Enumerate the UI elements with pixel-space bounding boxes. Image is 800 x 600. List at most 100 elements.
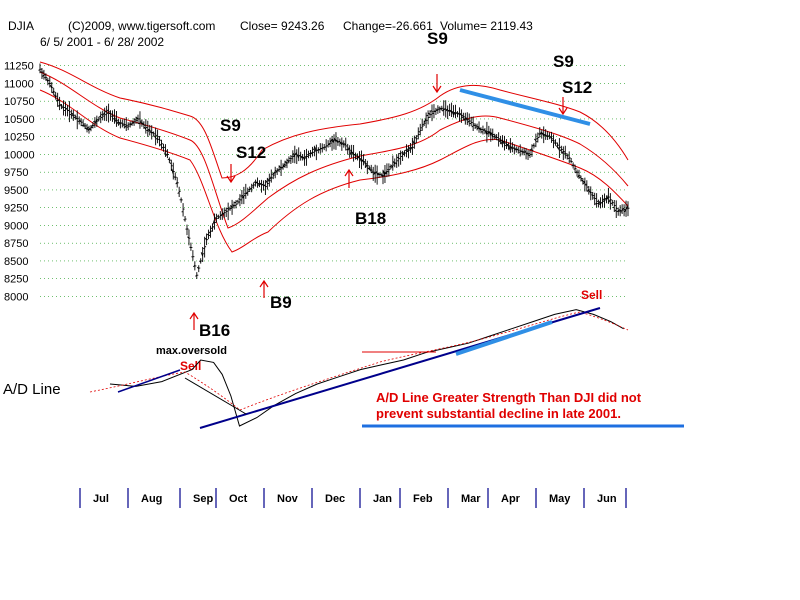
price-bar [567, 151, 571, 164]
price-bar [73, 114, 77, 120]
price-bar [536, 132, 540, 143]
month-label: May [549, 493, 571, 505]
price-bar [241, 186, 246, 205]
ad-trendline-blue [455, 320, 553, 356]
price-bar [304, 148, 309, 166]
month-label: Jul [93, 493, 109, 505]
price-bar [128, 121, 132, 128]
price-bar [97, 116, 101, 122]
price-bar [55, 92, 60, 107]
price-bar [541, 126, 546, 144]
price-bar [159, 139, 164, 150]
month-label: Aug [141, 493, 162, 505]
y-tick-label: 8500 [4, 256, 28, 268]
price-bar [571, 162, 575, 169]
price-bar [118, 119, 122, 129]
price-bar [142, 121, 146, 129]
price-bar [71, 109, 75, 121]
price-bar [53, 92, 58, 100]
price-bar [69, 109, 73, 119]
price-bar [351, 145, 356, 162]
price-bar [45, 78, 50, 86]
price-bar [473, 123, 477, 129]
price-bar [608, 193, 612, 210]
price-bar [146, 120, 150, 137]
price-bar [420, 118, 424, 131]
price-bar [228, 206, 232, 211]
price-bar [498, 135, 503, 144]
y-tick-label: 10750 [4, 96, 35, 108]
price-bar [83, 123, 87, 130]
price-bar [616, 207, 620, 216]
price-bar [518, 144, 522, 157]
month-label: Sep [193, 493, 213, 505]
price-bar [467, 113, 471, 127]
price-bar [253, 179, 258, 187]
price-bars [38, 63, 630, 279]
buy-arrow-b9 [259, 279, 269, 298]
price-bar [75, 110, 79, 130]
price-bar [238, 194, 242, 207]
price-bar [369, 164, 373, 174]
header-symbol: DJIA [8, 19, 34, 33]
price-bar [281, 163, 285, 170]
price-bar [349, 144, 354, 158]
price-bar [544, 129, 548, 140]
price-bar [618, 205, 622, 217]
price-bar [434, 107, 438, 115]
price-bar [122, 118, 126, 129]
price-bar [443, 100, 448, 118]
price-bar [126, 122, 130, 131]
price-bar [565, 153, 569, 160]
price-bar [610, 199, 614, 206]
price-bar [394, 154, 399, 168]
price-bar [106, 103, 111, 123]
price-bar [528, 149, 532, 158]
price-bar [120, 119, 124, 128]
price-bar [114, 110, 118, 127]
sell-label-1: Sell [180, 359, 201, 373]
buy-arrow-b16 [189, 311, 199, 330]
price-bar [116, 118, 120, 126]
price-bar [51, 87, 56, 96]
price-bar [594, 193, 599, 208]
price-bar [198, 258, 203, 264]
price-bar [339, 137, 344, 151]
ad-line-label: A/D Line [3, 381, 61, 398]
price-bar [516, 146, 520, 154]
signal-b9: B9 [270, 293, 292, 312]
price-bar [436, 105, 440, 114]
price-bar [200, 246, 205, 263]
price-bar [49, 82, 54, 93]
price-bar [577, 169, 581, 180]
y-tick-label: 11000 [4, 78, 34, 90]
signal-labels: S9 S12 B16 B9 B18 S9 S9 S12 [199, 29, 592, 340]
price-bar [497, 132, 501, 147]
price-bar [291, 150, 295, 163]
price-bar [551, 134, 556, 149]
note-line-1: A/D Line Greater Strength Than DJI did n… [376, 390, 642, 405]
price-bar [44, 73, 48, 81]
price-bar [77, 116, 81, 125]
sell-arrow-s12-may [558, 97, 568, 116]
signal-b18: B18 [355, 209, 386, 228]
y-tick-label: 10000 [4, 149, 35, 161]
price-bar [67, 101, 71, 123]
price-bar [475, 123, 479, 131]
price-bar [236, 199, 240, 205]
price-bar [408, 142, 412, 153]
price-bar [98, 111, 103, 124]
price-bar [250, 183, 254, 193]
price-bar [614, 200, 618, 218]
price-bar [155, 129, 160, 144]
price-bar [400, 150, 405, 162]
price-bar [285, 158, 289, 169]
price-bar [232, 201, 236, 209]
ad-trendlines [117, 307, 601, 429]
price-bar [143, 119, 148, 134]
sell-arrow-s9-mar [432, 74, 442, 94]
price-bands [39, 61, 629, 253]
signal-arrows [189, 74, 568, 330]
price-bar [428, 110, 432, 118]
header-close: Close= 9243.26 [240, 19, 325, 33]
